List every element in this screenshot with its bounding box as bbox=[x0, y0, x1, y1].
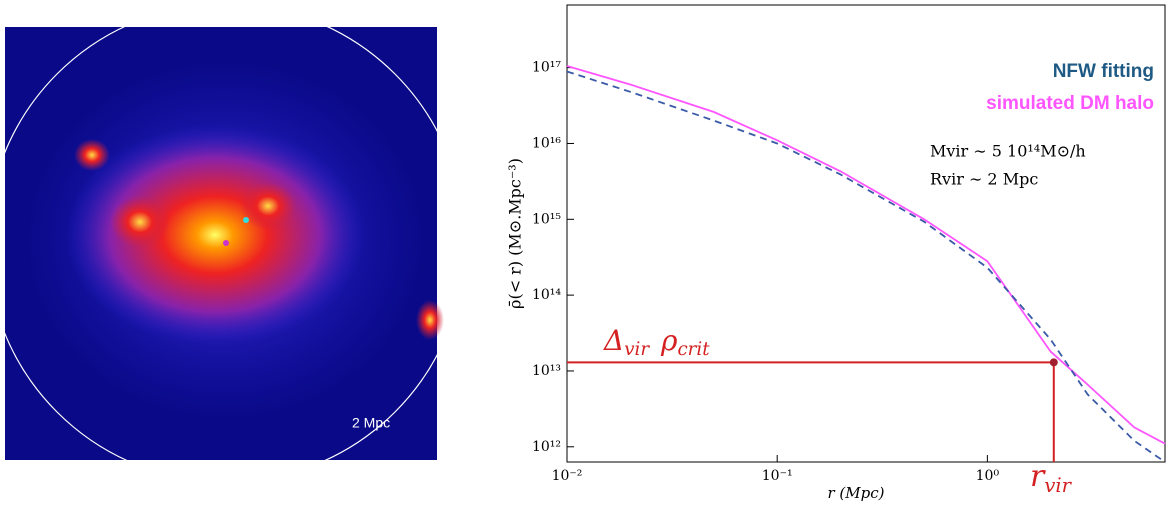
scale-label: 2 Mpc bbox=[352, 415, 390, 431]
subscript: vir bbox=[624, 339, 650, 360]
subscript: vir bbox=[1044, 474, 1072, 497]
symbol: Δ bbox=[603, 324, 624, 357]
y-tick-label: 10¹⁴ bbox=[532, 287, 561, 303]
y-tick-label: 10¹⁶ bbox=[532, 135, 561, 151]
x-tick-label: 10⁻¹ bbox=[762, 468, 793, 484]
y-tick-label: 10¹² bbox=[532, 439, 561, 455]
y-tick-label: 10¹⁷ bbox=[532, 60, 561, 76]
simulation-image: 2 Mpc bbox=[0, 3, 466, 483]
series-line bbox=[566, 65, 1166, 445]
legend-entry: simulated DM halo bbox=[986, 93, 1154, 114]
y-tick-label: 10¹⁵ bbox=[532, 211, 561, 227]
annotation: Rvir ∼ 2 Mpc bbox=[930, 170, 1038, 189]
y-axis-label: ρ̄(< r) (M⊙.Mpc⁻³) bbox=[506, 158, 525, 309]
legend-entry: NFW fitting bbox=[1053, 61, 1154, 82]
symbol: ρ bbox=[660, 324, 678, 357]
x-axis-label: r (Mpc) bbox=[827, 484, 884, 502]
symbol: r bbox=[1030, 459, 1046, 494]
rvir-annotation: rvir bbox=[1030, 459, 1073, 497]
subscript: crit bbox=[678, 339, 711, 360]
rvir-point bbox=[1049, 358, 1058, 367]
series-line bbox=[566, 70, 1166, 463]
delta-annotation: Δvir ρcrit bbox=[603, 324, 710, 361]
annotation: Mvir ∼ 5 10¹⁴M⊙/h bbox=[930, 142, 1086, 161]
x-tick-label: 10⁻² bbox=[552, 468, 583, 484]
x-tick-label: 10⁰ bbox=[976, 468, 1000, 484]
y-tick-label: 10¹³ bbox=[532, 363, 561, 379]
plot-frame bbox=[566, 4, 1166, 463]
